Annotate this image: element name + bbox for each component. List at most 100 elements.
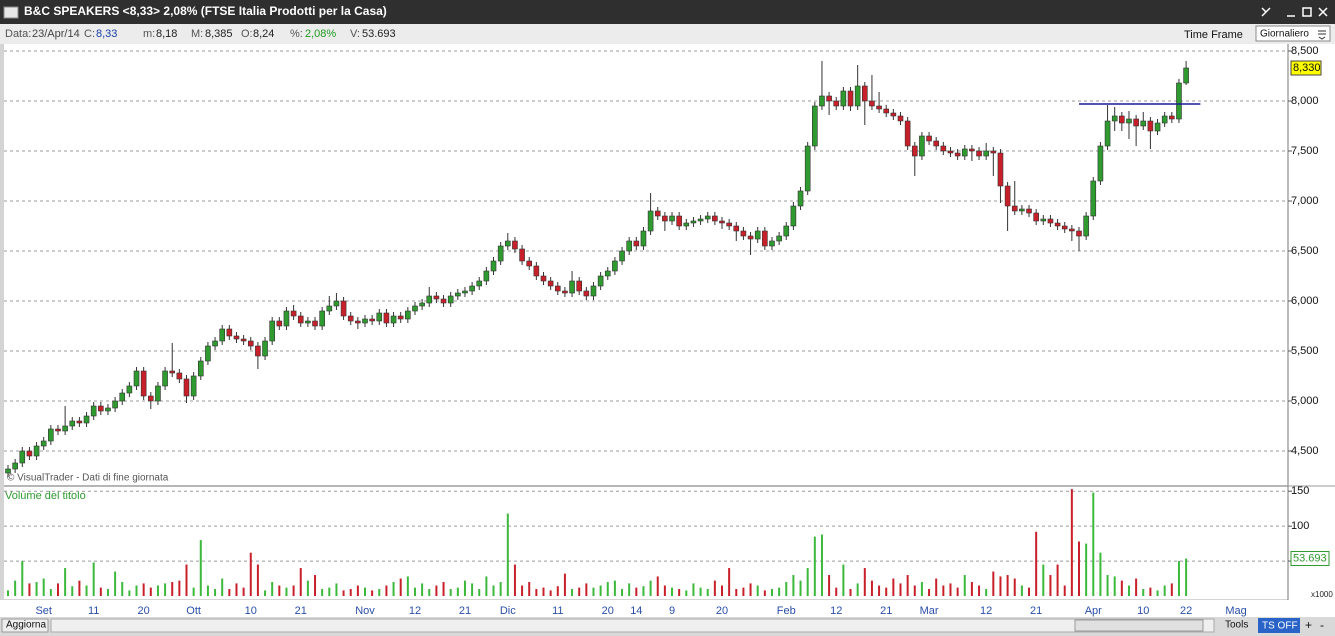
candle-body [540,275,547,282]
volume-bar [413,587,416,596]
candle-body [690,220,697,224]
volume-bar [478,589,481,596]
candle-body [497,245,504,262]
candle-body [1076,230,1082,237]
candle-body [1176,82,1182,120]
volume-bar [613,580,616,596]
candle-body [69,420,76,427]
candle-body [697,218,704,222]
candle-body [854,85,861,107]
candle-body [326,305,333,312]
candle-body [911,145,918,157]
candle-body [205,345,211,362]
candle-body [169,370,176,374]
volume-bar [364,587,366,596]
volume-bar [64,568,67,596]
candle-body [590,285,597,297]
update-label[interactable]: Aggiorna [6,620,46,631]
candle-body [783,225,790,237]
candle-body [412,305,418,312]
candle-body [1161,115,1168,124]
volume-bar [135,585,138,596]
candle-body [219,328,225,342]
x-tick-label: 20 [138,605,150,617]
volume-bar [1085,543,1088,596]
volume-bar [242,587,245,596]
candle-body [747,235,754,240]
candle-body [369,318,375,322]
price-pane [4,44,1288,485]
maximize-button[interactable] [1302,7,1312,17]
candle-body [547,280,554,287]
candle-body [597,275,604,287]
candle-body [647,210,654,232]
info-label: V: [350,28,360,40]
candle-body [861,85,868,102]
volume-bar [999,576,1002,596]
candle-body [62,425,68,432]
pin-button[interactable] [1261,7,1271,17]
y-tick-label: 7,500 [1291,145,1319,157]
candle-body [662,215,668,222]
volume-bar [178,580,181,596]
zoom-in[interactable]: + [1305,618,1312,632]
time-frame-value[interactable]: Giornaliero [1260,29,1309,40]
volume-bar [1170,583,1173,596]
volume-bar [513,564,516,596]
copyright: © VisualTrader - Dati di fine giornata [7,473,169,484]
zoom-out[interactable]: - [1320,618,1324,632]
candle-body [840,90,847,107]
volume-bar [1156,590,1159,596]
last-price-box [1290,60,1322,76]
candle-body [769,240,775,247]
candle-body [619,250,625,262]
window-buttons[interactable] [1261,7,1328,17]
info-label: Data: [5,28,31,40]
candle-body [762,230,768,247]
ts-label[interactable]: TS OFF [1262,621,1298,632]
plot: 4,500 5,000 5,500 6,000 6,500 7,000 7,500 8,000… [4,45,1330,617]
volume-bar [621,589,624,596]
candle-body [240,338,247,342]
volume-bar [392,582,395,596]
volume-bar [121,582,124,596]
dropdown-icon [1318,30,1326,40]
candle-body [1111,115,1118,122]
info-items: Data: 23/Apr/14 C: 8,33 m: 8,18 M: 8,385 O: 8… [5,25,1331,42]
volume-bar [449,589,452,596]
volume-bar [1049,575,1052,596]
candle-body [440,298,447,304]
volume-bar [256,564,259,596]
candle-body [704,215,711,220]
volume-bar [713,580,716,596]
time-frame-label: Time Frame [1184,29,1243,41]
volume-bar [956,587,959,596]
y-tick-label: 7,000 [1291,195,1319,207]
update-button[interactable] [1,618,49,633]
candle-body [390,315,397,324]
candle-body [519,248,525,262]
candle-body [1004,185,1011,207]
volume-bar [756,585,759,596]
candle-body [140,370,147,397]
candle-body [48,428,54,442]
ts-button[interactable] [1258,618,1300,633]
volume-bar [164,583,167,596]
candle-body [790,205,797,227]
volume-bar [985,589,988,596]
scroll-thumb[interactable] [1074,619,1204,632]
time-frame-select[interactable] [1255,25,1331,42]
volume-bar [1020,585,1023,596]
candle-body [712,215,718,222]
volume-bar [14,580,17,596]
y-tick-label: 100 [1291,520,1309,532]
scrollbar[interactable] [50,618,1215,633]
volume-bar [721,585,723,596]
tools-label[interactable]: Tools [1225,620,1248,631]
volume-bar [249,552,252,596]
candle-body [1083,215,1089,237]
close-button[interactable] [1318,7,1328,17]
candle-body [312,320,318,327]
candle-body [133,370,140,387]
candle-body [1147,120,1154,132]
